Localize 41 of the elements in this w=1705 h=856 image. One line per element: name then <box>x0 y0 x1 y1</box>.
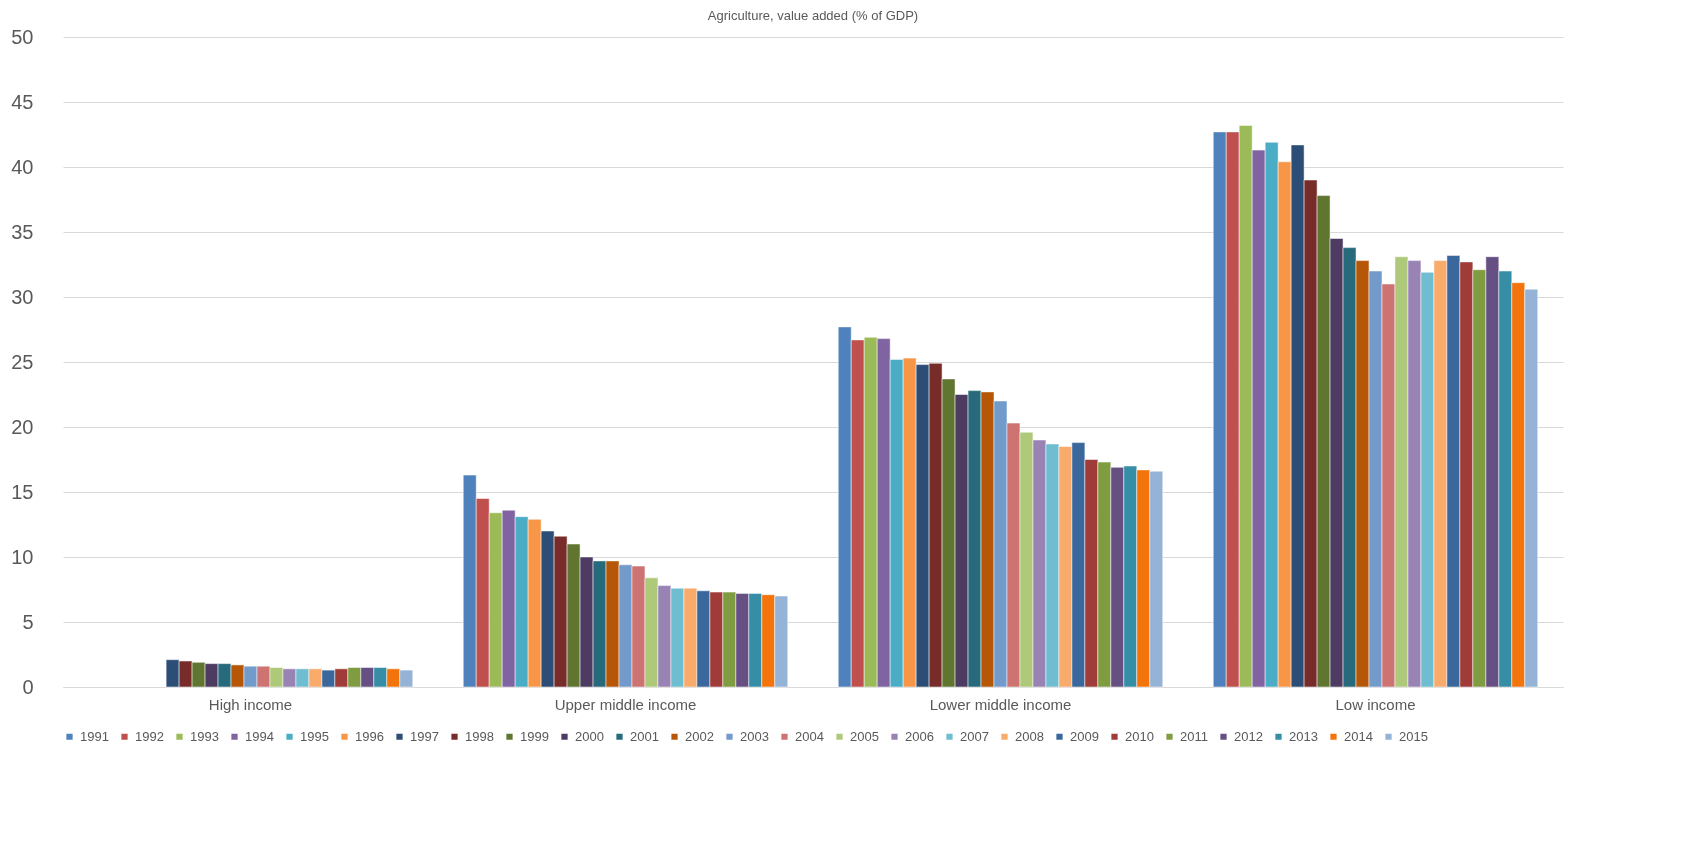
legend-label: 2014 <box>1344 728 1373 744</box>
y-tick-label: 30 <box>11 285 34 308</box>
y-tick-label: 35 <box>11 220 34 243</box>
legend-label: 1993 <box>190 728 219 744</box>
legend-label: 2001 <box>630 728 659 744</box>
y-tick-label: 5 <box>22 610 34 633</box>
legend-label: 1998 <box>465 728 494 744</box>
legend-label: 2010 <box>1125 728 1154 744</box>
legend-label: 1991 <box>80 728 109 744</box>
legend-label: 2015 <box>1399 728 1428 744</box>
y-tick-label: 0 <box>22 675 34 698</box>
y-tick-label: 20 <box>11 415 34 438</box>
legend-label: 2007 <box>960 728 989 744</box>
y-tick-label: 45 <box>11 90 34 113</box>
x-tick-label: High income <box>208 695 293 713</box>
y-tick-label: 10 <box>11 545 34 568</box>
legend-label: 1996 <box>355 728 384 744</box>
chart-title: Agriculture, value added (% of GDP) <box>707 8 919 23</box>
y-tick-label: 50 <box>11 25 34 48</box>
x-tick-label: Low income <box>1335 695 1416 713</box>
legend-label: 2012 <box>1234 728 1263 744</box>
legend-label: 2002 <box>685 728 714 744</box>
legend-label: 2003 <box>740 728 769 744</box>
legend-label: 1995 <box>300 728 329 744</box>
legend-label: 1997 <box>410 728 439 744</box>
legend-label: 1992 <box>135 728 164 744</box>
y-tick-label: 40 <box>11 155 34 178</box>
legend-label: 2009 <box>1070 728 1099 744</box>
y-tick-label: 15 <box>11 480 34 503</box>
x-tick-label: Upper middle income <box>554 695 697 713</box>
legend-label: 2013 <box>1289 728 1318 744</box>
legend-label: 2008 <box>1015 728 1044 744</box>
legend-label: 2011 <box>1180 728 1208 744</box>
legend-label: 1994 <box>245 728 274 744</box>
legend-label: 2004 <box>795 728 824 744</box>
x-tick-label: Lower middle income <box>929 695 1072 713</box>
legend-label: 1999 <box>520 728 549 744</box>
legend-label: 2005 <box>850 728 879 744</box>
legend-label: 2000 <box>575 728 604 744</box>
legend-label: 2006 <box>905 728 934 744</box>
y-tick-label: 25 <box>11 350 34 373</box>
